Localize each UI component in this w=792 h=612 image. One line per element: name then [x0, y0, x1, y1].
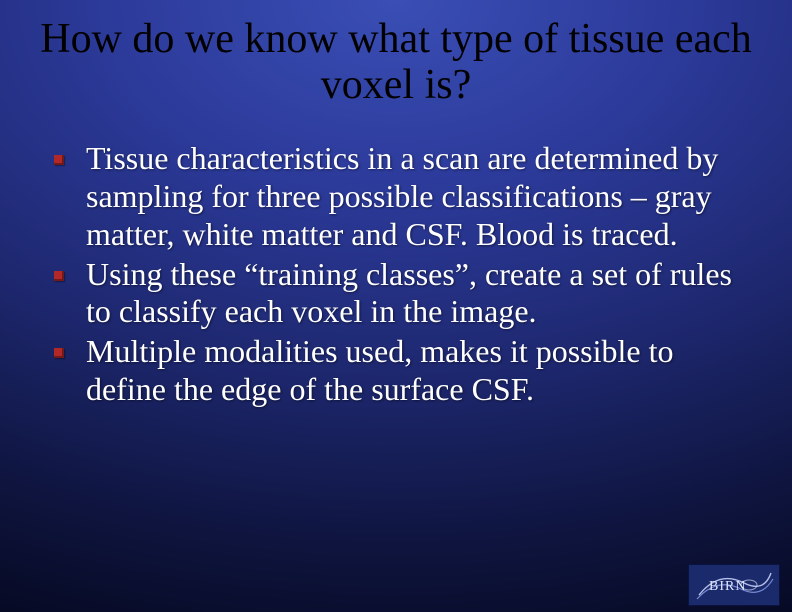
slide-title: How do we know what type of tissue each …	[0, 0, 792, 108]
logo-badge: BIRN	[688, 564, 780, 606]
birn-logo-icon: BIRN	[689, 565, 779, 605]
slide-body: Tissue characteristics in a scan are det…	[0, 108, 792, 408]
list-item: Tissue characteristics in a scan are det…	[68, 140, 742, 253]
slide: How do we know what type of tissue each …	[0, 0, 792, 612]
logo-text: BIRN	[709, 579, 746, 594]
list-item: Using these “training classes”, create a…	[68, 256, 742, 332]
list-item: Multiple modalities used, makes it possi…	[68, 333, 742, 409]
bullet-list: Tissue characteristics in a scan are det…	[68, 140, 742, 408]
